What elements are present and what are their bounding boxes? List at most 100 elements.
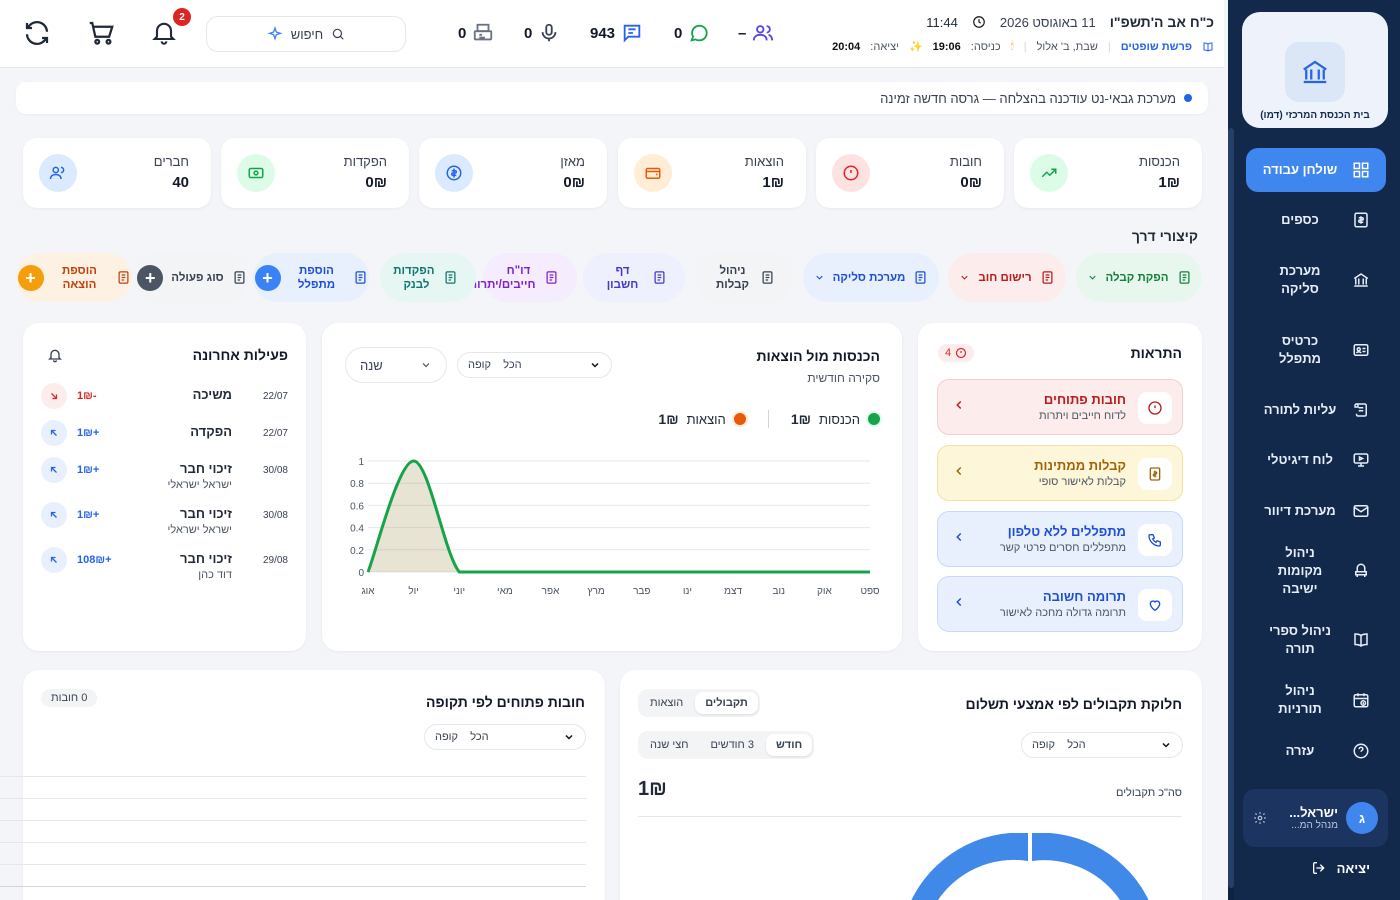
sidebar-item-seating[interactable]: ניהול מקומות ישיבה bbox=[1246, 545, 1386, 596]
messages-counter[interactable]: 943 bbox=[590, 22, 643, 44]
tab-receipts[interactable]: תקבולים bbox=[695, 692, 758, 714]
alert-item[interactable]: מתפללים ללא טלפון מתפללים חסרים פרטי קשר bbox=[937, 511, 1183, 567]
x-tick-label: דצמ bbox=[724, 586, 742, 597]
logout-button[interactable]: יציאה bbox=[1311, 860, 1370, 876]
tab-3-months[interactable]: 3 חודשים bbox=[710, 739, 754, 751]
stat-card-debts[interactable]: חובות 0₪ bbox=[816, 138, 1004, 208]
x-tick-label: מרץ bbox=[588, 586, 605, 597]
sidebar-item-dashboard[interactable]: שולחן עבודה bbox=[1246, 148, 1386, 192]
donut-slice[interactable] bbox=[1032, 833, 1150, 900]
activity-row[interactable]: 22/07 משיכה -1₪ bbox=[41, 383, 288, 423]
sidebar-item-finance[interactable]: כספים bbox=[1246, 208, 1386, 232]
tab-month[interactable]: חודש bbox=[765, 734, 813, 756]
sidebar-item-label: לוח דיגיטלי bbox=[1267, 452, 1333, 467]
stat-card-members[interactable]: חברים 40 bbox=[23, 138, 211, 208]
sparkle-icon: ✨ bbox=[908, 41, 923, 53]
sidebar-item-torah-aliyot[interactable]: עליות לתורה bbox=[1246, 398, 1386, 422]
shortcut-receipt[interactable]: הפקת קבלה bbox=[1076, 253, 1202, 302]
sidebar-item-clearing[interactable]: מערכת סליקה bbox=[1246, 262, 1386, 298]
debts-cashbox-select[interactable]: הכל קופה bbox=[424, 724, 586, 750]
stat-card-deposits[interactable]: הפקדות 0₪ bbox=[221, 138, 409, 208]
shortcut-receipts-mgmt[interactable]: ניהול קבלות bbox=[695, 253, 793, 302]
sidebar-scrollbar[interactable] bbox=[1228, 128, 1234, 900]
stat-card-income[interactable]: הכנסות 1₪ bbox=[1014, 138, 1202, 208]
y-tick-label: 0.2 bbox=[350, 546, 364, 557]
message-icon bbox=[623, 24, 641, 43]
y-tick-label: 1 bbox=[358, 457, 364, 468]
alert-item[interactable]: חובות פתוחים לדוח חייבים ויתרות bbox=[937, 379, 1183, 435]
chevron-left-icon bbox=[956, 400, 962, 410]
activity-row[interactable]: 30/08 זיכוי חבר ישראל ישראלי +1₪ bbox=[41, 502, 288, 542]
sidebar-item-label: ניהול מקומות ישיבה bbox=[1277, 545, 1323, 596]
activity-row[interactable]: 29/08 זיכוי חבר דוד כהן +108₪ bbox=[41, 547, 288, 587]
cart-icon bbox=[89, 21, 114, 45]
stat-value: 0₪ bbox=[563, 174, 585, 191]
receipt-icon bbox=[1179, 271, 1190, 284]
shortcut-debtors-report[interactable]: דו"ח חייבים/יתרות bbox=[468, 253, 577, 302]
sidebar-item-help[interactable]: עזרה bbox=[1246, 739, 1386, 763]
alerts-title: התראות bbox=[1130, 345, 1182, 361]
alert-item[interactable]: תרומה חשובה תרומה גדולה מחכה לאישור bbox=[937, 576, 1183, 632]
fax-counter[interactable]: 0 bbox=[458, 22, 494, 44]
shortcut-action-type[interactable]: סוג פעולה + bbox=[135, 253, 249, 302]
cart-button[interactable] bbox=[86, 18, 116, 51]
stat-card-balance[interactable]: מאזן 0₪ bbox=[419, 138, 607, 208]
receipts-tabs: תקבולים הוצאות bbox=[638, 689, 760, 717]
shabbat-date: שבת, ב' אלול bbox=[1036, 40, 1098, 53]
shortcut-add-member[interactable]: הוספת מתפלל + bbox=[253, 253, 369, 302]
shortcut-debt[interactable]: רישום חוב bbox=[948, 253, 1066, 302]
legend-expense-dot bbox=[733, 413, 746, 425]
sidebar-item-member-card[interactable]: כרטיס מתפלל bbox=[1246, 332, 1386, 368]
cashbox-select[interactable]: הכל קופה bbox=[457, 352, 612, 378]
alert-title: מתפללים ללא טלפון bbox=[1007, 524, 1126, 539]
activity-row[interactable]: 22/07 הפקדה +1₪ bbox=[41, 420, 288, 460]
user-card[interactable]: ג ישראל... מנהל המ... bbox=[1243, 789, 1388, 847]
clock-icon bbox=[973, 16, 985, 28]
parasha-link[interactable]: פרשת שופטים bbox=[1120, 40, 1192, 53]
alert-item[interactable]: קבלות ממתינות קבלות לאישור סופי bbox=[937, 445, 1183, 501]
shortcut-add-expense[interactable]: הוספת הוצאה + bbox=[16, 253, 132, 302]
receipts-cashbox-select[interactable]: הכל קופה bbox=[1021, 732, 1183, 758]
activity-date: 22/07 bbox=[262, 428, 288, 439]
bell-icon[interactable] bbox=[47, 347, 63, 363]
period-select[interactable]: שנה bbox=[345, 347, 447, 383]
gear-icon[interactable] bbox=[1253, 811, 1267, 825]
user-role: מנהל המ... bbox=[1291, 820, 1338, 831]
debts-icon bbox=[832, 154, 870, 192]
sidebar-item-torah-books[interactable]: ניהול ספרי תורה bbox=[1246, 621, 1386, 659]
sidebar-item-duty-rotation[interactable]: ניהול תורניות bbox=[1246, 683, 1386, 716]
whatsapp-counter[interactable]: 0 bbox=[674, 22, 710, 44]
sidebar-item-digital-board[interactable]: לוח דיגיטלי bbox=[1246, 448, 1386, 472]
shortcut-account-statement[interactable]: דף חשבון bbox=[583, 253, 685, 302]
shortcut-label: רישום חוב bbox=[978, 271, 1032, 284]
shortcut-label: סוג פעולה bbox=[171, 271, 224, 284]
tab-expenses[interactable]: הוצאות bbox=[650, 697, 684, 709]
chevron-down-icon bbox=[565, 734, 573, 740]
tab-half-year[interactable]: חצי שנה bbox=[650, 739, 689, 751]
stat-card-expenses[interactable]: הוצאות 1₪ bbox=[618, 138, 806, 208]
shortcut-label: הפקדות לבנק bbox=[393, 264, 435, 291]
entry-label: כניסה: bbox=[970, 40, 1001, 53]
activity-name: זיכוי חבר bbox=[180, 461, 232, 476]
activity-row[interactable]: 30/08 זיכוי חבר ישראל ישראלי +1₪ bbox=[41, 457, 288, 497]
shortcut-clearing[interactable]: מערכת סליקה bbox=[803, 253, 939, 302]
alert-subtitle: מתפללים חסרים פרטי קשר bbox=[999, 542, 1126, 554]
notifications-button[interactable] bbox=[150, 18, 178, 49]
refresh-button[interactable] bbox=[22, 18, 52, 51]
org-card[interactable]: בית הכנסת המרכזי (דמו) bbox=[1242, 12, 1388, 128]
donut-slice[interactable] bbox=[910, 833, 1028, 900]
sidebar-item-mailing[interactable]: מערכת דיוור bbox=[1246, 499, 1386, 523]
activity-name: זיכוי חבר bbox=[180, 506, 232, 521]
activity-date: 30/08 bbox=[262, 465, 288, 476]
voice-counter[interactable]: 0 bbox=[524, 22, 560, 44]
search-button[interactable]: חיפוש bbox=[206, 16, 406, 52]
shortcut-label: דו"ח חייבים/יתרות bbox=[468, 264, 536, 291]
receipt-icon bbox=[1138, 458, 1172, 490]
x-tick-label: יול bbox=[408, 585, 419, 597]
members-counter[interactable]: – bbox=[738, 22, 774, 44]
fax-count: 0 bbox=[458, 24, 467, 42]
sidebar-item-label: כספים bbox=[1281, 212, 1319, 227]
grid-line bbox=[0, 842, 586, 843]
add-member-icon bbox=[355, 271, 365, 284]
shortcut-bank-deposits[interactable]: הפקדות לבנק bbox=[380, 253, 476, 302]
